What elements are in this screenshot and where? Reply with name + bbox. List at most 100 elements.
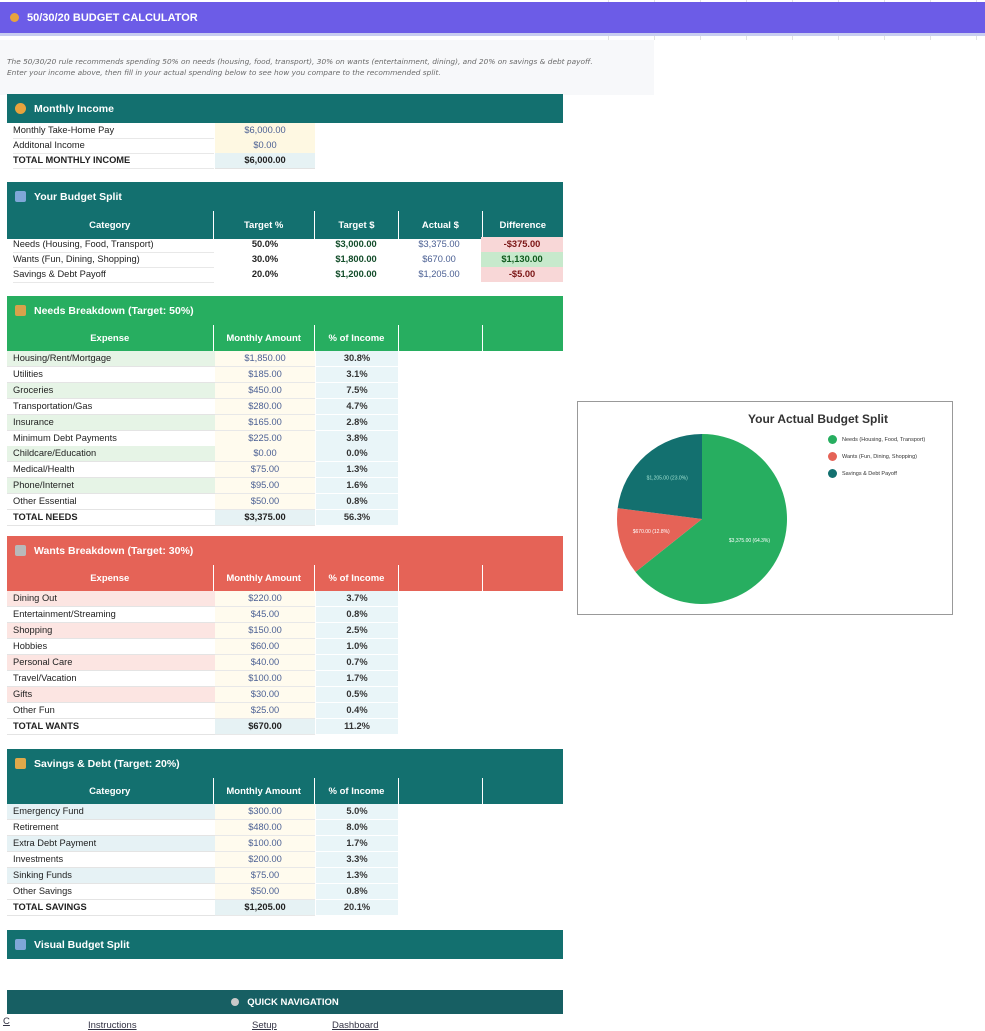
needs-pct: 3.1% <box>316 367 398 383</box>
savings-header-pct: % of Income <box>315 778 400 804</box>
savings-amount[interactable]: $300.00 <box>215 804 315 820</box>
needs-pct: 2.8% <box>316 415 398 431</box>
savings-amount[interactable]: $50.00 <box>215 884 315 900</box>
needs-label: Utilities <box>7 367 220 383</box>
needs-amount[interactable]: $50.00 <box>215 494 315 510</box>
needs-amount[interactable]: $0.00 <box>215 446 315 462</box>
budget-pie-chart[interactable]: Your Actual Budget Split $3,375.00 (64.3… <box>577 401 953 615</box>
wants-label: TOTAL WANTS <box>7 719 220 735</box>
split-row: Wants (Fun, Dining, Shopping) 30.0% $1,800… <box>0 252 985 268</box>
needs-amount[interactable]: $1,850.00 <box>215 351 315 367</box>
savings-row: Retirement $480.00 8.0% <box>0 820 985 836</box>
needs-pct: 4.7% <box>316 399 398 415</box>
split-header-row: Category Target % Target $ Actual $ Diff… <box>7 211 563 239</box>
income-row: Monthly Take-Home Pay $6,000.00 <box>0 123 985 139</box>
needs-label: Other Essential <box>7 494 220 510</box>
split-section-header: Your Budget Split <box>7 182 563 211</box>
needs-header-amount: Monthly Amount <box>214 325 315 351</box>
needs-amount[interactable]: $225.00 <box>215 431 315 447</box>
needs-section-title: Needs Breakdown (Target: 50%) <box>34 304 194 317</box>
split-section-title: Your Budget Split <box>34 190 122 203</box>
savings-amount[interactable]: $200.00 <box>215 852 315 868</box>
wants-amount[interactable]: $100.00 <box>215 671 315 687</box>
nav-link-instructions[interactable]: Instructions <box>88 1020 137 1031</box>
needs-row: Groceries $450.00 7.5% <box>0 383 985 399</box>
needs-header-row: Expense Monthly Amount % of Income <box>7 325 563 351</box>
needs-amount[interactable]: $280.00 <box>215 399 315 415</box>
wants-pct: 1.7% <box>316 671 398 687</box>
split-row: Needs (Housing, Food, Transport) 50.0% $3,… <box>0 237 985 253</box>
split-target-pct[interactable]: 20.0% <box>251 269 279 279</box>
visual-split-section-header: Visual Budget Split <box>7 930 563 959</box>
needs-section-header: Needs Breakdown (Target: 50%) <box>7 296 563 325</box>
wants-amount[interactable]: $40.00 <box>215 655 315 671</box>
wants-amount[interactable]: $60.00 <box>215 639 315 655</box>
savings-pct: 20.1% <box>316 900 398 916</box>
savings-row: Sinking Funds $75.00 1.3% <box>0 868 985 884</box>
needs-amount[interactable]: $75.00 <box>215 462 315 478</box>
bar-chart-icon <box>15 191 26 202</box>
pie-slice-savings[interactable] <box>617 434 702 519</box>
split-actual: $670.00 <box>422 254 456 264</box>
split-actual: $1,205.00 <box>418 269 460 279</box>
wants-header-row: Expense Monthly Amount % of Income <box>7 565 563 591</box>
wants-row: Gifts $30.00 0.5% <box>0 687 985 703</box>
wants-row: Personal Care $40.00 0.7% <box>0 655 985 671</box>
legend-marker <box>828 435 837 444</box>
wants-header-amount: Monthly Amount <box>214 565 315 591</box>
nav-link-dashboard[interactable]: Dashboard <box>332 1020 379 1031</box>
savings-pct: 3.3% <box>316 852 398 868</box>
income-section-title: Monthly Income <box>34 102 114 115</box>
needs-header-pct: % of Income <box>315 325 400 351</box>
wants-total-row: TOTAL WANTS $670.00 11.2% <box>0 719 985 735</box>
wants-pct: 0.5% <box>316 687 398 703</box>
legend-item: Savings & Debt Payoff <box>828 465 952 482</box>
wants-amount[interactable]: $150.00 <box>215 623 315 639</box>
wants-row: Entertainment/Streaming $45.00 0.8% <box>0 607 985 623</box>
wants-amount[interactable]: $30.00 <box>215 687 315 703</box>
needs-amount[interactable]: $165.00 <box>215 415 315 431</box>
savings-pct: 8.0% <box>316 820 398 836</box>
wants-amount[interactable]: $45.00 <box>215 607 315 623</box>
needs-amount[interactable]: $450.00 <box>215 383 315 399</box>
wants-pct: 0.7% <box>316 655 398 671</box>
split-header-target-amt: Target $ <box>315 211 400 239</box>
wants-row: Other Fun $25.00 0.4% <box>0 703 985 719</box>
pie-slice-wants[interactable] <box>617 508 702 572</box>
needs-amount[interactable]: $185.00 <box>215 367 315 383</box>
wants-section-header: Wants Breakdown (Target: 30%) <box>7 536 563 565</box>
wants-amount[interactable]: $220.00 <box>215 591 315 607</box>
income-value[interactable]: $6,000.00 <box>215 123 315 139</box>
savings-amount[interactable]: $100.00 <box>215 836 315 852</box>
description-line-1: The 50/30/20 rule recommends spending 50… <box>7 57 593 66</box>
income-label: Monthly Take-Home Pay <box>13 123 214 139</box>
wants-amount: $670.00 <box>215 719 315 735</box>
quick-navigation-bar: QUICK NAVIGATION <box>7 990 563 1014</box>
split-target-pct[interactable]: 50.0% <box>251 239 279 249</box>
needs-pct: 7.5% <box>316 383 398 399</box>
needs-label: Groceries <box>7 383 220 399</box>
savings-amount[interactable]: $480.00 <box>215 820 315 836</box>
wants-amount[interactable]: $25.00 <box>215 703 315 719</box>
savings-pct: 1.3% <box>316 868 398 884</box>
split-target-amt: $1,200.00 <box>335 269 377 279</box>
legend-item: Wants (Fun, Dining, Shopping) <box>828 448 952 465</box>
legend-marker <box>828 452 837 461</box>
wants-pct: 1.0% <box>316 639 398 655</box>
income-label: TOTAL MONTHLY INCOME <box>13 153 214 169</box>
visual-split-title: Visual Budget Split <box>34 938 130 951</box>
savings-row: Investments $200.00 3.3% <box>0 852 985 868</box>
pie-slice-needs[interactable] <box>635 434 787 604</box>
moneybag-icon <box>10 13 19 22</box>
split-difference: $1,130.00 <box>481 252 563 267</box>
nav-corner-link[interactable]: C <box>3 1016 10 1027</box>
needs-amount[interactable]: $95.00 <box>215 478 315 494</box>
income-value[interactable]: $0.00 <box>215 138 315 154</box>
savings-amount[interactable]: $75.00 <box>215 868 315 884</box>
wants-pct: 0.8% <box>316 607 398 623</box>
moneybag-icon <box>15 103 26 114</box>
legend-label: Savings & Debt Payoff <box>842 470 897 477</box>
nav-link-setup[interactable]: Setup <box>252 1020 277 1031</box>
savings-label: Investments <box>7 852 220 868</box>
split-target-pct[interactable]: 30.0% <box>251 254 279 264</box>
